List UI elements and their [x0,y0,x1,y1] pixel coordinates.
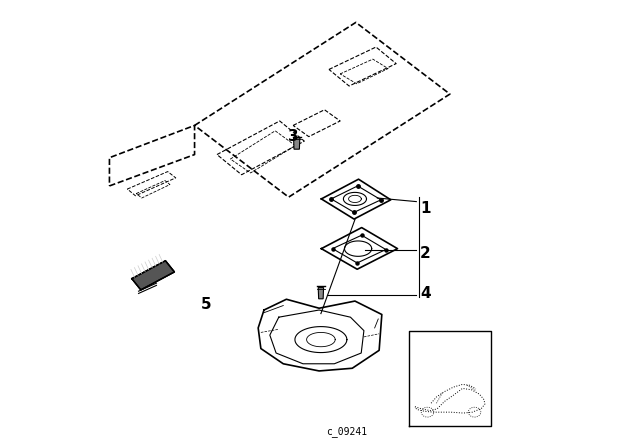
Polygon shape [132,261,174,290]
Text: 3: 3 [288,129,298,144]
Text: c_09241: c_09241 [326,426,367,437]
Text: 2: 2 [420,246,431,261]
Polygon shape [318,288,324,299]
Text: 5: 5 [200,297,211,312]
Polygon shape [294,138,300,149]
Text: 4: 4 [420,286,431,301]
Text: 1: 1 [420,201,431,216]
